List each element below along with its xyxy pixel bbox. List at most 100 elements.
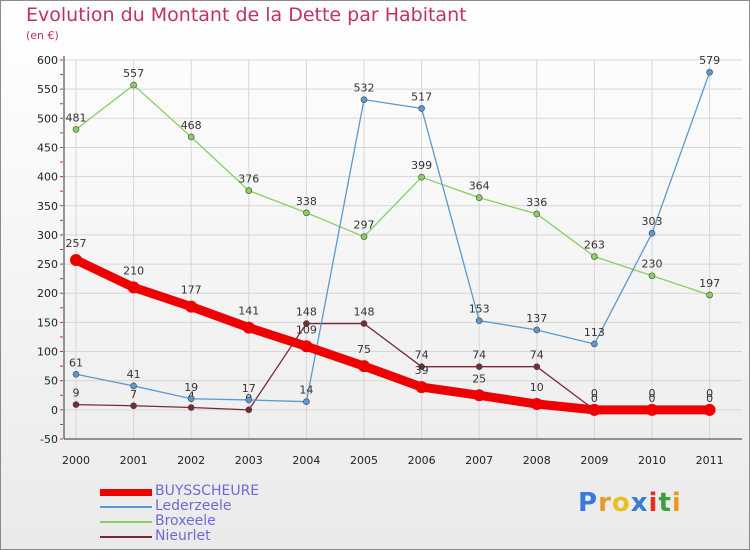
data-point <box>533 210 541 218</box>
data-point <box>533 326 541 334</box>
data-label: 41 <box>127 368 141 381</box>
data-point <box>418 105 425 112</box>
data-point <box>245 396 253 404</box>
data-label: 61 <box>69 356 83 369</box>
data-point <box>187 133 195 141</box>
data-point <box>245 406 253 414</box>
data-point <box>360 96 368 103</box>
data-point <box>418 363 425 370</box>
y-tick-label: 400 <box>37 171 58 184</box>
data-point <box>303 320 310 327</box>
x-tick-label: 2004 <box>292 454 320 467</box>
x-tick-label: 2003 <box>235 454 263 467</box>
data-point <box>130 382 137 390</box>
data-point <box>418 173 425 181</box>
data-label: 364 <box>469 180 490 193</box>
data-point <box>475 363 483 370</box>
data-point <box>473 389 486 402</box>
data-point <box>360 233 368 240</box>
data-point <box>648 272 656 280</box>
data-label: 17 <box>242 382 256 395</box>
series-line-broxeele <box>75 84 711 296</box>
logo-letter: t <box>658 488 672 518</box>
data-label: 297 <box>354 219 375 232</box>
data-point <box>591 340 598 348</box>
data-label: 0 <box>591 392 598 405</box>
chart-subtitle: (en €) <box>26 29 59 42</box>
y-tick-label: 350 <box>37 200 58 213</box>
data-label: 257 <box>66 237 87 250</box>
data-point <box>70 253 82 266</box>
legend-label-broxeele: Broxeele <box>155 513 216 529</box>
data-label: 532 <box>354 82 375 95</box>
data-label: 9 <box>73 387 80 400</box>
legend-label-nieurlet: Nieurlet <box>155 528 211 544</box>
y-tick-label: 150 <box>37 316 58 329</box>
data-label: 338 <box>296 195 317 208</box>
data-point <box>72 370 80 378</box>
series-line-nieurlet <box>75 322 711 411</box>
x-tick-label: 2008 <box>523 454 551 467</box>
y-tick-label: 600 <box>37 54 58 67</box>
data-point <box>415 381 428 394</box>
data-point <box>648 229 656 237</box>
data-label: 14 <box>299 384 313 397</box>
data-point <box>706 291 713 299</box>
data-point <box>530 398 543 411</box>
data-point <box>588 403 601 416</box>
data-point <box>533 363 541 370</box>
data-label: 579 <box>699 54 720 67</box>
y-tick-label: 300 <box>37 229 58 242</box>
data-label: 153 <box>469 303 490 316</box>
data-label: 557 <box>123 67 144 80</box>
data-point <box>130 402 137 410</box>
data-point <box>242 321 255 334</box>
data-label: 376 <box>238 173 259 186</box>
series-line-buysscheure <box>71 255 715 415</box>
data-label: 230 <box>642 258 663 271</box>
y-tick-label: 0 <box>51 404 58 417</box>
data-point <box>303 209 310 217</box>
data-label: 25 <box>472 372 486 385</box>
data-label: 0 <box>649 387 656 400</box>
x-tick-label: 2006 <box>408 454 436 467</box>
data-label: 481 <box>66 111 87 124</box>
data-point <box>72 401 80 408</box>
x-tick-label: 2009 <box>580 454 608 467</box>
legend-swatch-buysscheure <box>100 489 152 496</box>
data-label: 7 <box>130 388 137 401</box>
x-tick-label: 2011 <box>696 454 724 467</box>
data-point <box>300 340 313 353</box>
logo-letter: o <box>611 488 631 518</box>
logo-letter: P <box>578 488 599 518</box>
y-tick-label: -50 <box>40 433 58 446</box>
data-label: 399 <box>411 159 432 172</box>
y-tick-label: 450 <box>37 141 58 154</box>
data-label: 336 <box>526 196 547 209</box>
y-tick-label: 250 <box>37 258 58 271</box>
data-point <box>591 253 598 260</box>
data-point <box>475 194 483 201</box>
data-label: 113 <box>584 326 605 339</box>
legend-label-buysscheure: BUYSSCHEURE <box>155 483 260 499</box>
logo-letter: r <box>598 488 612 518</box>
data-label: 141 <box>238 305 259 318</box>
legend-swatch-lederzeele <box>100 506 152 508</box>
logo-letter: i <box>648 488 659 518</box>
y-tick-label: 50 <box>44 375 58 388</box>
data-point <box>72 126 80 133</box>
data-point <box>187 404 195 411</box>
x-tick-label: 2001 <box>120 454 148 467</box>
data-label: 19 <box>184 381 198 394</box>
x-tick-label: 2007 <box>465 454 493 467</box>
data-label: 10 <box>530 381 544 394</box>
proxiti-logo: Proxiti <box>578 488 682 518</box>
x-tick-label: 2002 <box>177 454 205 467</box>
data-label: 0 <box>706 392 713 405</box>
data-label: 74 <box>530 349 544 362</box>
data-point <box>127 281 140 294</box>
chart-title: Evolution du Montant de la Dette par Hab… <box>26 4 467 26</box>
data-point <box>358 360 370 373</box>
data-label: 109 <box>296 323 317 336</box>
data-label: 177 <box>181 284 202 297</box>
